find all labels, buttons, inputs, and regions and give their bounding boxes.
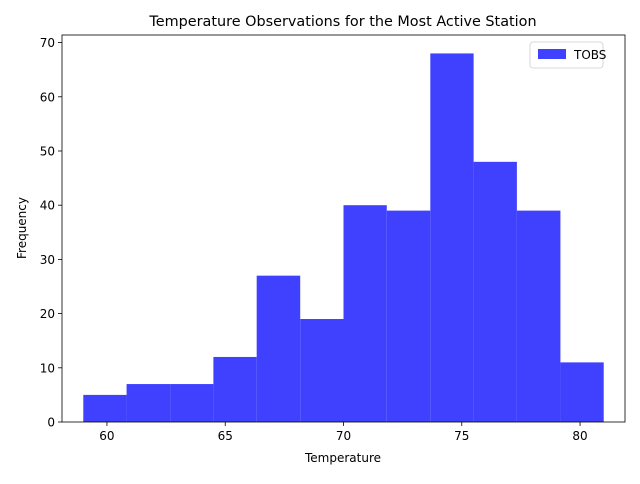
- y-tick-label: 60: [40, 90, 55, 104]
- histogram-bar: [256, 275, 301, 422]
- y-tick-label: 10: [40, 361, 55, 375]
- histogram-bar: [343, 205, 387, 422]
- histogram-bar: [473, 161, 517, 422]
- y-tick-label: 0: [47, 416, 55, 430]
- legend-box: [529, 41, 604, 69]
- x-tick-label: 80: [572, 429, 587, 443]
- histogram-bar: [430, 53, 474, 423]
- y-tick-label: 30: [40, 253, 55, 267]
- y-tick-label: 50: [40, 144, 55, 158]
- y-tick-label: 70: [40, 36, 55, 50]
- histogram-bar: [386, 210, 431, 422]
- legend: TOBS: [529, 41, 606, 69]
- histogram-bar: [126, 384, 171, 422]
- chart-title: Temperature Observations for the Most Ac…: [148, 14, 536, 30]
- bars-group: [83, 53, 604, 423]
- legend-label: TOBS: [573, 48, 606, 62]
- y-tick-label: 40: [40, 199, 55, 213]
- histogram-bar: [170, 384, 214, 422]
- legend-swatch: [538, 49, 566, 59]
- y-axis-label: Frequency: [15, 197, 29, 259]
- x-tick-label: 70: [336, 429, 351, 443]
- y-tick-label: 20: [40, 307, 55, 321]
- x-tick-label: 65: [218, 429, 233, 443]
- x-axis-ticks: 60 65 70 75 80: [99, 422, 588, 443]
- x-tick-label: 60: [99, 429, 114, 443]
- y-axis-ticks: 0 10 20 30 40 50 60 70: [40, 36, 62, 430]
- x-tick-label: 75: [454, 429, 469, 443]
- x-axis-label: Temperature: [304, 451, 381, 465]
- histogram-bar: [560, 362, 604, 422]
- histogram-bar: [516, 210, 561, 422]
- histogram-bar: [213, 356, 257, 422]
- histogram-bar: [83, 394, 127, 422]
- axes-frame: [61, 34, 626, 423]
- histogram-bar: [300, 319, 344, 422]
